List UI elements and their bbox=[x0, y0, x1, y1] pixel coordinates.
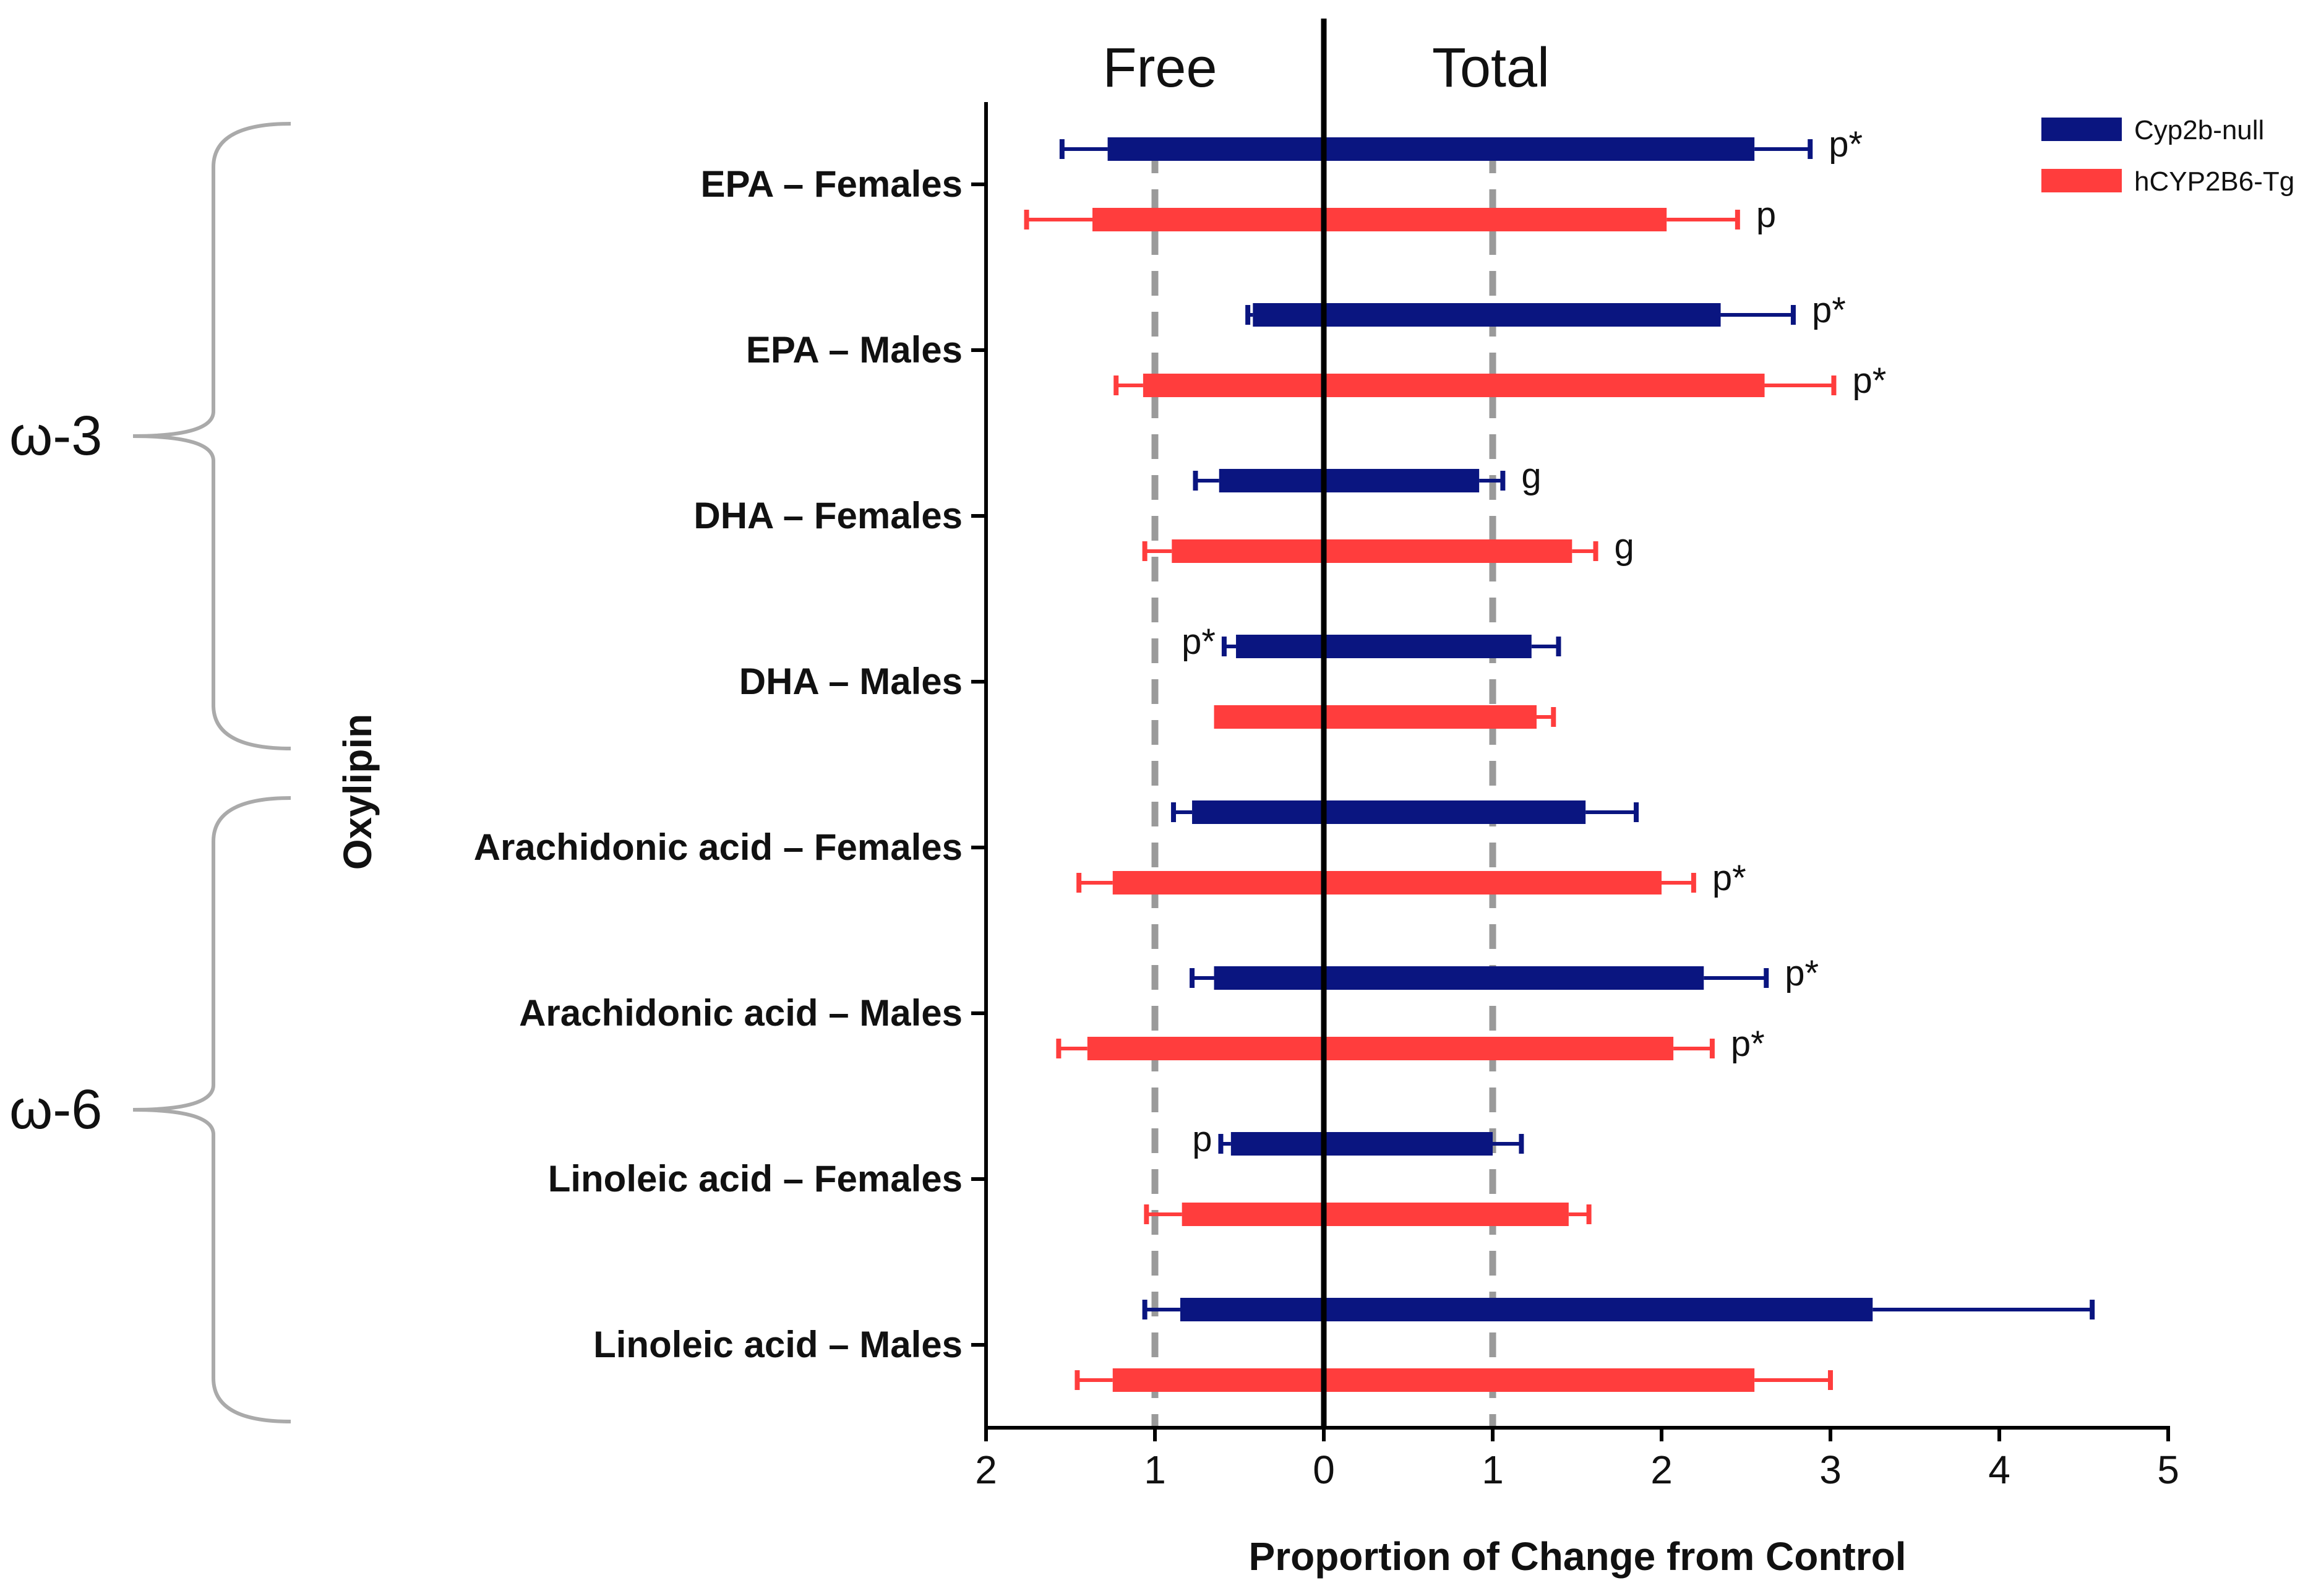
bar-total-cyp2b-null-linoleic-acid-males bbox=[1324, 1298, 1873, 1321]
significance-label: p* bbox=[1852, 361, 1886, 401]
bar-free-hcyp2b6-tg-epa-females bbox=[1092, 208, 1324, 231]
x-tick-label: 2 bbox=[975, 1448, 997, 1492]
bars: p*pp*p*ggp*p*p*p*p bbox=[1024, 124, 2095, 1392]
x-tick-label: 2 bbox=[1650, 1448, 1673, 1492]
bar-total-hcyp2b6-tg-linoleic-acid-males bbox=[1324, 1368, 1755, 1392]
x-tick-label: 1 bbox=[1482, 1448, 1504, 1492]
legend: Cyp2b-null hCYP2B6-Tg bbox=[2041, 115, 2294, 197]
bar-free-hcyp2b6-tg-arachidonic-acid-females bbox=[1112, 871, 1324, 895]
bar-total-cyp2b-null-dha-males bbox=[1324, 635, 1532, 658]
legend-swatch-cyp2b-null bbox=[2041, 118, 2122, 141]
significance-label: p* bbox=[1182, 622, 1216, 662]
free-region-label: Free bbox=[1102, 37, 1217, 99]
y-axis-title: Oxylipin bbox=[335, 714, 380, 870]
x-tick-label: 5 bbox=[2157, 1448, 2179, 1492]
bar-free-hcyp2b6-tg-linoleic-acid-females bbox=[1182, 1203, 1324, 1226]
bar-free-hcyp2b6-tg-dha-females bbox=[1172, 539, 1324, 563]
bar-free-cyp2b-null-epa-females bbox=[1107, 137, 1324, 161]
x-axis-title: Proportion of Change from Control bbox=[1249, 1534, 1907, 1579]
bar-total-hcyp2b6-tg-dha-males bbox=[1324, 705, 1537, 729]
group-label-6: ω-6 bbox=[9, 1079, 102, 1141]
significance-label: p bbox=[1756, 195, 1776, 235]
x-tick-label: 3 bbox=[1819, 1448, 1842, 1492]
category-label-epa-males: EPA – Males bbox=[746, 329, 963, 371]
legend-swatch-hcyp2b6-tg bbox=[2041, 169, 2122, 192]
category-label-dha-males: DHA – Males bbox=[739, 661, 963, 702]
bar-free-cyp2b-null-epa-males bbox=[1253, 303, 1324, 327]
significance-label: g bbox=[1521, 456, 1541, 496]
category-label-arachidonic-acid-males: Arachidonic acid – Males bbox=[519, 992, 963, 1034]
category-label-arachidonic-acid-females: Arachidonic acid – Females bbox=[474, 826, 963, 868]
significance-label: p* bbox=[1785, 953, 1819, 993]
significance-label: g bbox=[1615, 526, 1634, 567]
group-brace-2 bbox=[132, 796, 291, 1423]
bar-free-cyp2b-null-dha-females bbox=[1219, 469, 1324, 492]
bar-total-hcyp2b6-tg-dha-females bbox=[1324, 539, 1572, 563]
significance-label: p bbox=[1192, 1119, 1212, 1159]
x-tick-label: 1 bbox=[1144, 1448, 1166, 1492]
bar-free-cyp2b-null-linoleic-acid-males bbox=[1180, 1298, 1324, 1321]
significance-label: p* bbox=[1712, 858, 1746, 898]
bar-total-cyp2b-null-dha-females bbox=[1324, 469, 1480, 492]
labels: Free Total Proportion of Change from Con… bbox=[335, 37, 1907, 1579]
bar-total-hcyp2b6-tg-arachidonic-acid-females bbox=[1324, 871, 1662, 895]
group-label-3: ω-3 bbox=[9, 405, 102, 467]
bar-free-hcyp2b6-tg-epa-males bbox=[1143, 374, 1324, 397]
bar-total-hcyp2b6-tg-epa-females bbox=[1324, 208, 1667, 231]
bar-total-cyp2b-null-arachidonic-acid-males bbox=[1324, 966, 1704, 990]
bar-total-cyp2b-null-epa-females bbox=[1324, 137, 1755, 161]
x-tick-label: 4 bbox=[1988, 1448, 2010, 1492]
category-label-dha-females: DHA – Females bbox=[693, 495, 963, 536]
bar-free-cyp2b-null-arachidonic-acid-females bbox=[1192, 800, 1324, 824]
group-brace-1 bbox=[132, 122, 291, 750]
bar-free-hcyp2b6-tg-linoleic-acid-males bbox=[1112, 1368, 1324, 1392]
category-label-epa-females: EPA – Females bbox=[700, 163, 963, 205]
legend-label-hcyp2b6-tg: hCYP2B6-Tg bbox=[2134, 166, 2294, 197]
x-tick-label: 0 bbox=[1313, 1448, 1335, 1492]
axes: EPA – Females EPA – Males DHA – Females DHA… bbox=[474, 19, 2179, 1492]
bar-free-cyp2b-null-arachidonic-acid-males bbox=[1214, 966, 1324, 990]
bar-total-hcyp2b6-tg-linoleic-acid-females bbox=[1324, 1203, 1569, 1226]
bar-total-cyp2b-null-arachidonic-acid-females bbox=[1324, 800, 1586, 824]
category-label-linoleic-acid-males: Linoleic acid – Males bbox=[593, 1324, 963, 1365]
legend-label-cyp2b-null: Cyp2b-null bbox=[2134, 115, 2264, 145]
bar-total-hcyp2b6-tg-epa-males bbox=[1324, 374, 1765, 397]
total-region-label: Total bbox=[1432, 37, 1550, 99]
bar-free-cyp2b-null-dha-males bbox=[1236, 635, 1324, 658]
bar-free-hcyp2b6-tg-arachidonic-acid-males bbox=[1087, 1037, 1324, 1060]
category-label-linoleic-acid-females: Linoleic acid – Females bbox=[548, 1158, 963, 1199]
bar-free-cyp2b-null-linoleic-acid-females bbox=[1230, 1132, 1324, 1156]
significance-label: p* bbox=[1731, 1024, 1765, 1064]
bar-total-cyp2b-null-epa-males bbox=[1324, 303, 1721, 327]
bar-total-cyp2b-null-linoleic-acid-females bbox=[1324, 1132, 1493, 1156]
significance-label: p* bbox=[1829, 124, 1863, 165]
significance-label: p* bbox=[1812, 290, 1846, 330]
oxylipin-groups: ω-3 ω-6 bbox=[9, 122, 291, 1423]
bar-total-hcyp2b6-tg-arachidonic-acid-males bbox=[1324, 1037, 1674, 1060]
bar-free-hcyp2b6-tg-dha-males bbox=[1214, 705, 1324, 729]
